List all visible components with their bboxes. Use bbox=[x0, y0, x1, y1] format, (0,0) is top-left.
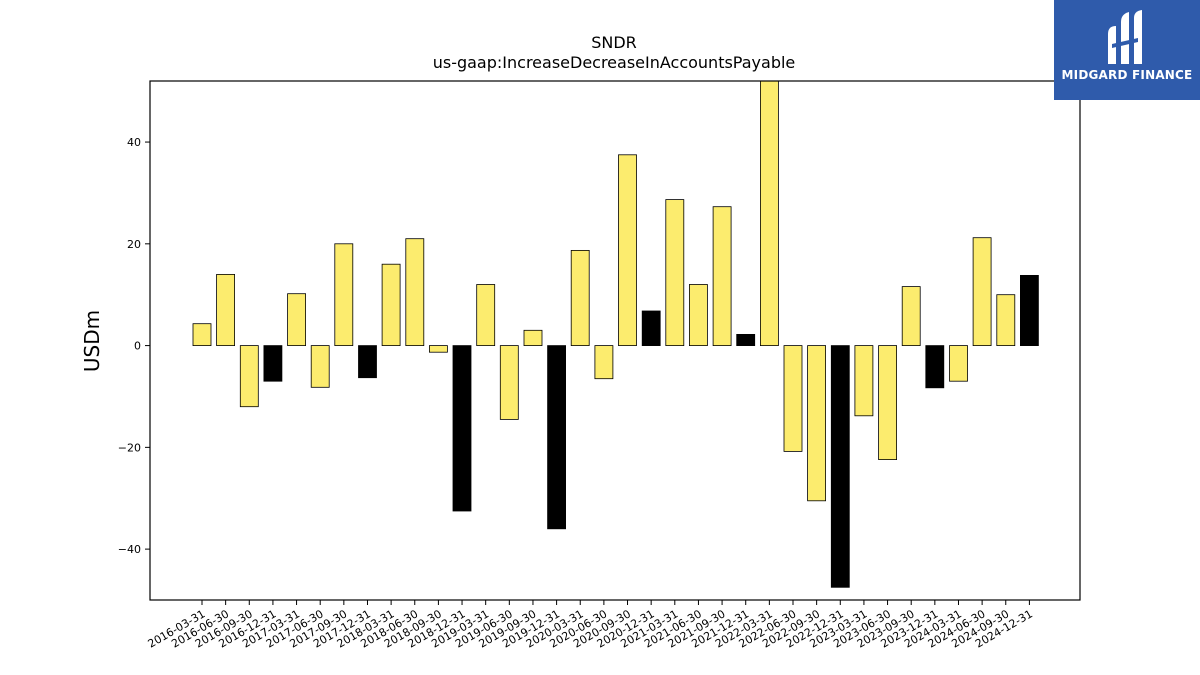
bar-2021-12-31 bbox=[736, 333, 756, 346]
bars-group bbox=[192, 80, 1039, 588]
y-axis-label: USDm bbox=[80, 310, 104, 372]
bar-2022-09-30 bbox=[807, 345, 826, 502]
y-tick-label: 20 bbox=[127, 238, 141, 251]
bar-2023-09-30 bbox=[901, 286, 921, 347]
bar-2017-06-30 bbox=[310, 345, 330, 388]
plot-frame bbox=[149, 80, 1081, 601]
bar-2019-12-31 bbox=[547, 345, 566, 530]
midgard-finance-logo: MIDGARD FINANCE bbox=[1054, 0, 1200, 100]
bar-2021-06-30 bbox=[689, 284, 708, 346]
bar-2016-06-30 bbox=[216, 273, 236, 346]
bar-2022-12-31 bbox=[830, 345, 850, 588]
bar-2016-03-31 bbox=[192, 323, 212, 347]
bar-2024-06-30 bbox=[972, 237, 992, 346]
bar-2020-03-31 bbox=[570, 249, 590, 346]
bar-2018-03-31 bbox=[381, 263, 401, 347]
bar-2018-06-30 bbox=[405, 238, 425, 346]
bar-2016-09-30 bbox=[239, 345, 259, 408]
bar-2017-12-31 bbox=[358, 345, 377, 379]
midgard-logo-mark-icon bbox=[1108, 10, 1142, 64]
bar-2024-12-31 bbox=[1020, 274, 1039, 346]
bar-2024-03-31 bbox=[949, 345, 968, 382]
y-tick-label: 40 bbox=[127, 136, 141, 149]
bar-2016-12-31 bbox=[263, 345, 283, 382]
bar-2021-03-31 bbox=[665, 199, 685, 347]
bar-2023-12-31 bbox=[925, 345, 945, 389]
bar-2020-06-30 bbox=[594, 345, 614, 380]
chart-title: SNDR bbox=[591, 33, 637, 52]
y-tick-label: 0 bbox=[134, 340, 141, 353]
bar-2017-09-30 bbox=[334, 243, 354, 347]
bar-2017-03-31 bbox=[287, 293, 307, 347]
y-axis: −40 −20 0 20 40 bbox=[118, 136, 150, 556]
bar-2023-06-30 bbox=[878, 345, 897, 461]
bar-2019-09-30 bbox=[523, 329, 543, 346]
bar-2022-06-30 bbox=[783, 345, 803, 452]
bar-2023-03-31 bbox=[854, 345, 874, 417]
x-axis: 2016-03-312016-06-302016-09-302016-12-31… bbox=[146, 600, 1035, 651]
bar-2020-12-31 bbox=[641, 310, 661, 346]
chart-subtitle: us-gaap:IncreaseDecreaseInAccountsPayabl… bbox=[433, 53, 796, 72]
bar-2021-09-30 bbox=[712, 206, 732, 346]
y-tick-label: −40 bbox=[118, 543, 141, 556]
bar-2018-09-30 bbox=[428, 345, 448, 353]
bar-2018-12-31 bbox=[452, 345, 472, 512]
bar-2019-03-31 bbox=[476, 284, 496, 346]
y-tick-label: −20 bbox=[118, 441, 141, 454]
bar-2022-03-31 bbox=[760, 80, 779, 347]
bar-2019-06-30 bbox=[499, 345, 519, 420]
logo-text: MIDGARD FINANCE bbox=[1061, 68, 1193, 82]
bar-2020-09-30 bbox=[618, 154, 637, 347]
bar-2024-09-30 bbox=[996, 294, 1016, 347]
